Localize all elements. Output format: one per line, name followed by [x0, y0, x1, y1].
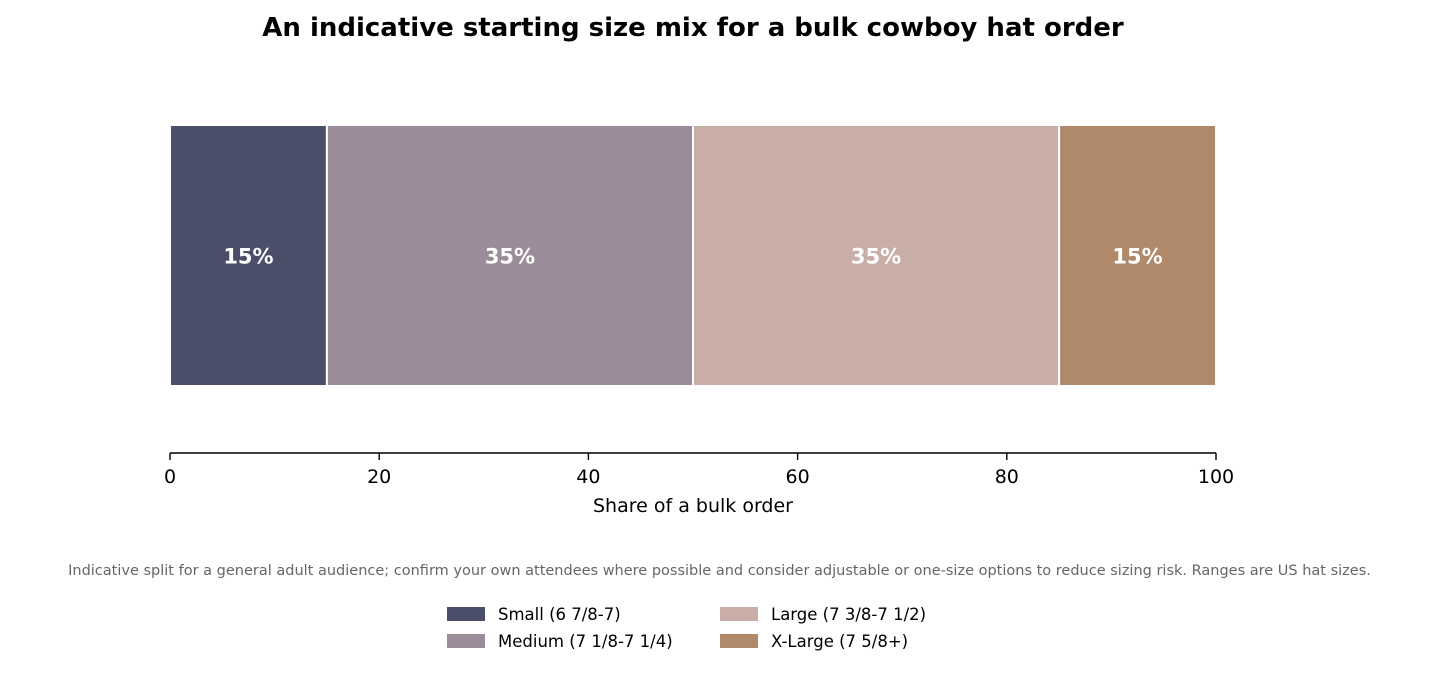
bar-segment-x-large	[1058, 124, 1217, 387]
legend-swatch-x-large	[720, 634, 758, 648]
chart-title: An indicative starting size mix for a bu…	[262, 13, 1124, 43]
x-tick-label-80: 80	[995, 466, 1019, 488]
segment-label-x-large: 15%	[1112, 245, 1162, 269]
x-axis-label: Share of a bulk order	[593, 495, 793, 517]
bar-segment-medium	[325, 124, 694, 387]
legend-label-x-large: X-Large (7 5/8+)	[771, 632, 908, 651]
legend-swatch-small	[447, 607, 485, 621]
bar-segments	[169, 124, 1217, 387]
legend-swatch-medium	[447, 634, 485, 648]
segment-label-small: 15%	[223, 245, 273, 269]
x-tick-label-0: 0	[164, 466, 176, 488]
segment-label-medium: 35%	[485, 245, 535, 269]
x-tick-label-20: 20	[367, 466, 391, 488]
x-axis-ticks: 0 20 40 60 80 100	[164, 453, 1234, 488]
legend: Small (6 7/8-7) Medium (7 1/8-7 1/4) Large…	[447, 605, 926, 651]
legend-label-small: Small (6 7/8-7)	[498, 605, 621, 624]
bar-segment-large	[692, 124, 1061, 387]
legend-swatch-large	[720, 607, 758, 621]
bar-segment-small	[169, 124, 328, 387]
x-tick-label-60: 60	[786, 466, 810, 488]
segment-label-large: 35%	[851, 245, 901, 269]
x-tick-label-40: 40	[576, 466, 600, 488]
segment-value-labels: 15% 35% 35% 15%	[223, 245, 1162, 269]
footnote: Indicative split for a general adult aud…	[68, 563, 1371, 579]
legend-label-large: Large (7 3/8-7 1/2)	[771, 605, 926, 624]
legend-label-medium: Medium (7 1/8-7 1/4)	[498, 632, 673, 651]
x-tick-label-100: 100	[1198, 466, 1234, 488]
